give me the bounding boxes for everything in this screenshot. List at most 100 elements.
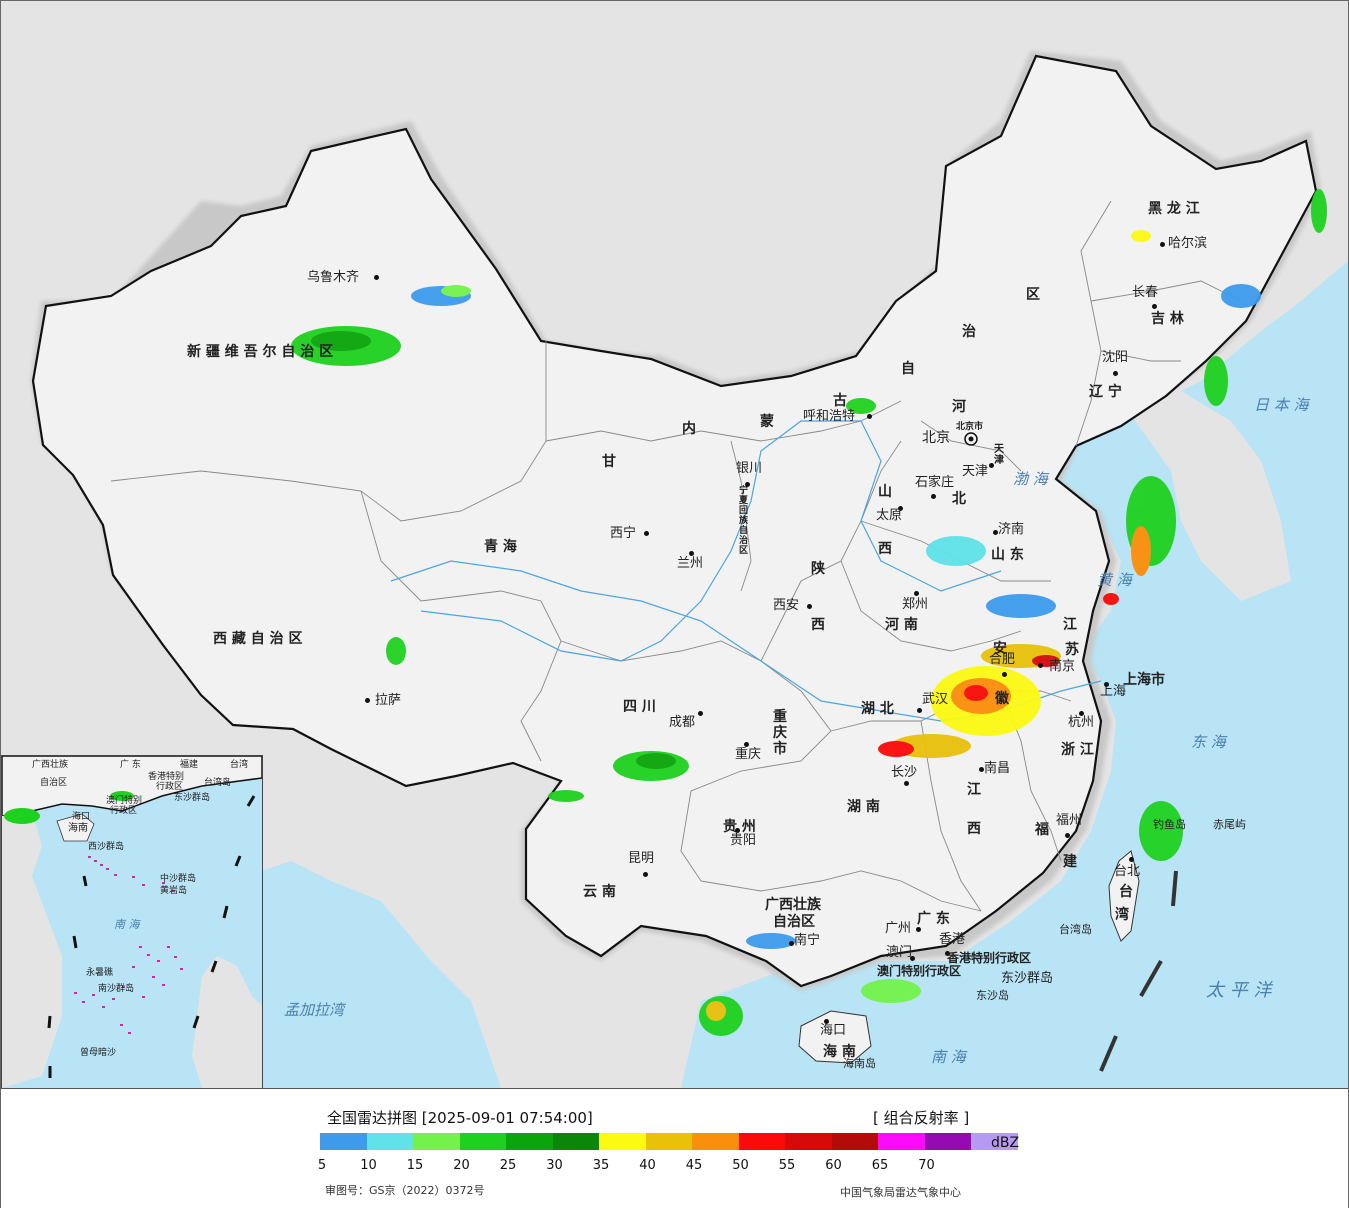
legend-swatch bbox=[459, 1133, 506, 1150]
taiwan-island bbox=[1108, 850, 1140, 942]
legend-swatch bbox=[785, 1133, 832, 1150]
city-dot bbox=[993, 530, 998, 535]
province-hebei-2: 北 bbox=[952, 491, 966, 507]
province-jiangxi: 江 bbox=[967, 782, 981, 798]
province-hainan: 海 南 bbox=[823, 1044, 856, 1060]
city-lanzhou: 兰州 bbox=[677, 556, 704, 571]
feature-dongsha-island: 东沙岛 bbox=[976, 989, 1009, 1002]
inset-taiwan: 台湾 bbox=[230, 760, 249, 770]
province-guangxi-2: 自治区 bbox=[773, 914, 815, 930]
legend-swatch bbox=[413, 1133, 460, 1150]
province-fujian-2: 建 bbox=[1063, 854, 1077, 870]
inset-guangxi-2: 自治区 bbox=[40, 778, 68, 788]
city-taiyuan: 太原 bbox=[876, 508, 903, 523]
city-chongqing: 重庆 bbox=[735, 747, 762, 762]
legend-tick-label: 35 bbox=[592, 1158, 610, 1173]
legend-swatch bbox=[878, 1133, 925, 1150]
city-dot bbox=[916, 927, 921, 932]
legend-product: [ 组合反射率 ] bbox=[873, 1109, 970, 1127]
province-jilin: 吉 林 bbox=[1151, 311, 1184, 327]
feature-taiwan-island: 台湾岛 bbox=[1059, 923, 1092, 936]
inset-yongshu: 永暑礁 bbox=[86, 968, 114, 978]
province-beijing: 北京市 bbox=[956, 422, 984, 432]
inset-macau: 澳门特别 bbox=[106, 796, 143, 806]
inset-zhongsha: 中沙群岛 bbox=[160, 874, 197, 884]
city-beijing: 北京 bbox=[922, 430, 950, 446]
feature-chiweiyu: 赤尾屿 bbox=[1213, 818, 1246, 831]
city-dot bbox=[1002, 672, 1007, 677]
legend-tick-label: 15 bbox=[406, 1158, 424, 1173]
legend-swatch bbox=[831, 1133, 878, 1150]
city-haikou: 海口 bbox=[820, 1023, 847, 1038]
city-dot bbox=[824, 1019, 829, 1024]
province-tianjin: 天津 bbox=[994, 444, 1004, 466]
city-dot bbox=[807, 604, 812, 609]
legend-tick-label: 20 bbox=[453, 1158, 470, 1173]
city-dot bbox=[945, 951, 950, 956]
city-hohhot: 呼和浩特 bbox=[803, 409, 856, 424]
province-henan: 河 南 bbox=[885, 617, 918, 633]
city-dot bbox=[914, 591, 919, 596]
province-jiangxi-2: 西 bbox=[967, 821, 981, 837]
city-fuzhou: 福州 bbox=[1056, 813, 1083, 828]
city-dot bbox=[989, 463, 994, 468]
city-dot bbox=[744, 742, 749, 747]
city-hefei: 合肥 bbox=[989, 652, 1016, 667]
legend-swatch bbox=[506, 1133, 553, 1150]
province-neimenggu-2: 蒙 bbox=[760, 414, 774, 430]
province-jiangsu: 江 bbox=[1063, 617, 1077, 633]
province-neimenggu-1: 内 bbox=[682, 421, 696, 437]
city-urumqi: 乌鲁木齐 bbox=[307, 270, 360, 285]
city-dot bbox=[1129, 857, 1134, 862]
province-anhui-2: 徽 bbox=[995, 691, 1009, 707]
province-shandong: 山 东 bbox=[991, 547, 1024, 563]
province-qinghai: 青 海 bbox=[484, 539, 517, 555]
legend-tick-label: 25 bbox=[499, 1158, 517, 1173]
city-yinchuan: 银川 bbox=[736, 461, 763, 476]
sea-nanhai: 南 海 bbox=[931, 1048, 966, 1066]
province-heilongjiang: 黑 龙 江 bbox=[1148, 201, 1200, 217]
inset-zengmu: 曾母暗沙 bbox=[80, 1048, 117, 1058]
province-guangdong: 广 东 bbox=[917, 911, 950, 927]
province-shaanxi: 陕 bbox=[811, 561, 825, 577]
city-changsha: 长沙 bbox=[891, 765, 918, 780]
province-fujian: 福 bbox=[1035, 822, 1049, 838]
inset-nansha: 南沙群岛 bbox=[98, 984, 135, 994]
city-dot bbox=[910, 956, 915, 961]
city-taipei: 台北 bbox=[1114, 864, 1141, 879]
city-dot bbox=[1160, 242, 1165, 247]
city-chengdu: 成都 bbox=[669, 715, 696, 730]
province-xinjiang: 新 疆 维 吾 尔 自 治 区 bbox=[187, 344, 334, 360]
legend-swatch bbox=[599, 1133, 646, 1150]
province-neimenggu-4: 自 bbox=[901, 361, 915, 377]
inset-taiwan-island: 台湾岛 bbox=[204, 778, 232, 788]
province-guangxi: 广西壮族 bbox=[765, 897, 821, 913]
inset-dongsha: 东沙群岛 bbox=[174, 793, 211, 803]
city-shijiazhuang: 石家庄 bbox=[915, 475, 955, 490]
city-shenyang: 沈阳 bbox=[1102, 350, 1129, 365]
legend-tick-label: 30 bbox=[546, 1158, 563, 1173]
city-dot bbox=[745, 482, 750, 487]
city-dot bbox=[735, 828, 740, 833]
legend-tick-label: 65 bbox=[871, 1158, 889, 1173]
city-dot bbox=[374, 275, 379, 280]
city-dot bbox=[689, 551, 694, 556]
city-harbin: 哈尔滨 bbox=[1168, 236, 1208, 251]
inset-hk: 香港特别 bbox=[148, 772, 185, 782]
south-china-sea-inset: 广西壮族 自治区 广 东 香港特别 行政区 澳门特别 行政区 台湾 台湾岛 东沙… bbox=[1, 755, 263, 1089]
legend-swatch bbox=[645, 1133, 692, 1150]
province-hebei: 河 bbox=[952, 399, 966, 415]
inset-fujian: 福建 bbox=[180, 760, 199, 770]
inset-macau-2: 行政区 bbox=[110, 806, 138, 816]
legend-tick-label: 70 bbox=[918, 1158, 935, 1173]
hainan-island bbox=[798, 1010, 872, 1064]
sea-boundary-lines bbox=[1099, 870, 1178, 1072]
legend-swatch bbox=[692, 1133, 739, 1150]
city-nanchang: 南昌 bbox=[984, 761, 1011, 776]
city-hongkong: 香港 bbox=[939, 932, 966, 947]
city-dot bbox=[1104, 682, 1109, 687]
legend-title: 全国雷达拼图 [2025-09-01 07:54:00] bbox=[327, 1109, 593, 1127]
province-hunan: 湖 南 bbox=[847, 799, 880, 815]
city-guiyang: 贵阳 bbox=[730, 833, 757, 848]
